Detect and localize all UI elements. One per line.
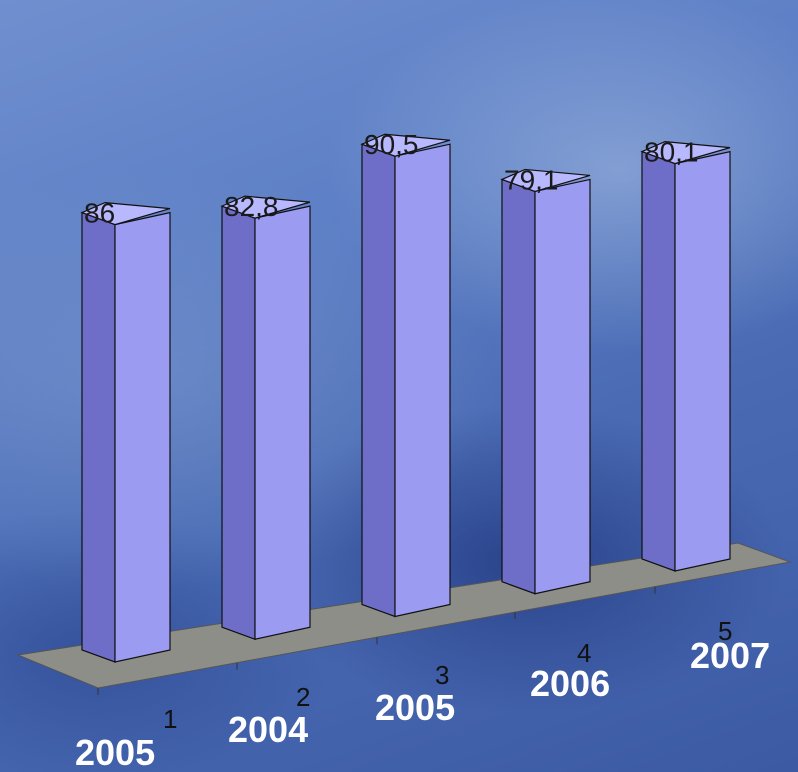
bar-top-face (640, 140, 731, 165)
bar-front-face (674, 150, 731, 572)
bar-front-face (394, 143, 451, 618)
bar-top-face (220, 195, 311, 219)
bars-group (80, 133, 731, 663)
category-year-label: 2004 (228, 709, 308, 750)
category-year-label: 2006 (530, 663, 610, 704)
bar-side-face (641, 150, 676, 572)
bar-side-face (221, 205, 256, 641)
bar (640, 140, 731, 572)
data-label: 82,8 (224, 191, 279, 222)
bar-top-face (500, 168, 591, 193)
bar-side-face (361, 143, 396, 618)
labels-group: 86 82,890,579,180,11200522004320054200652… (75, 129, 770, 772)
data-label: 90,5 (364, 129, 419, 160)
bar-top-face (360, 133, 451, 157)
bar (80, 201, 171, 663)
x-axis-ticks (97, 586, 656, 695)
data-label: 79,1 (504, 164, 559, 195)
bar-front-face (254, 205, 311, 640)
category-year-label: 2007 (690, 635, 770, 676)
chart-floor (16, 542, 792, 689)
x-tick-label: 5 (718, 616, 732, 646)
bar (500, 168, 591, 595)
data-label: 80,1 (644, 137, 699, 168)
bar-side-face (81, 211, 116, 663)
x-tick-label: 3 (435, 660, 449, 690)
category-year-label: 2005 (75, 732, 155, 772)
x-tick-label: 1 (163, 704, 177, 734)
bar-front-face (114, 211, 171, 663)
bar-top-face (80, 201, 171, 226)
data-label: 86 (84, 198, 115, 229)
bar-side-face (501, 178, 536, 595)
x-tick-label: 2 (296, 682, 310, 712)
bar-front-face (534, 178, 591, 595)
bar (360, 133, 451, 618)
bar (220, 195, 311, 641)
category-year-label: 2005 (375, 687, 455, 728)
x-tick-label: 4 (577, 638, 591, 668)
chart-floor-group (16, 542, 792, 689)
